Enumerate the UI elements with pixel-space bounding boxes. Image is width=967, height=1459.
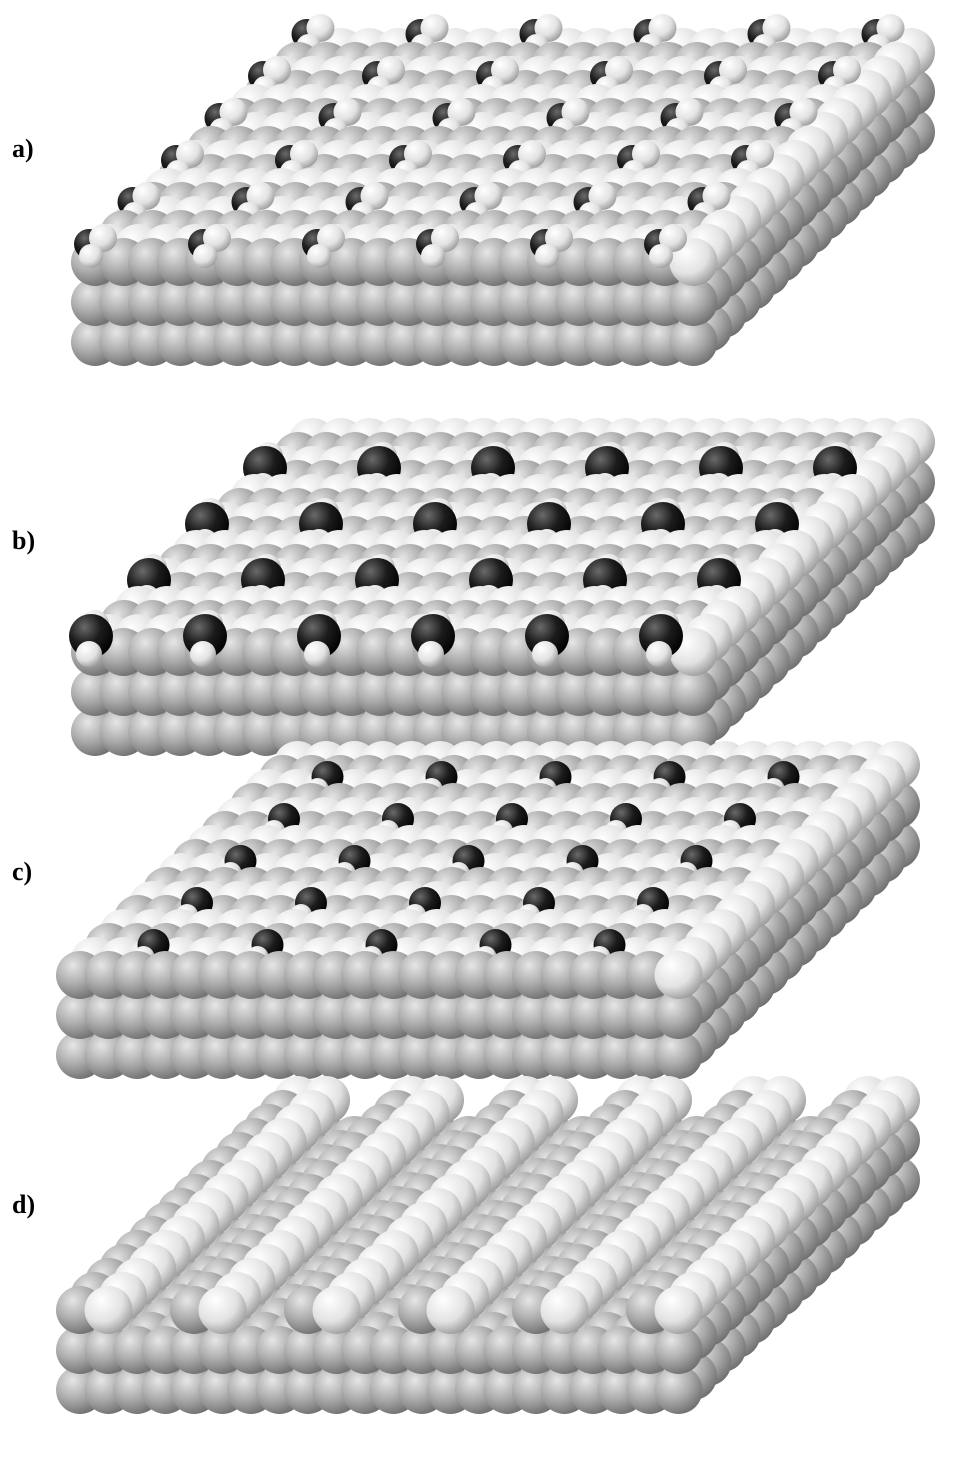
hydrogen: [79, 244, 103, 268]
hydrogen: [719, 56, 747, 84]
hydrogen: [360, 182, 389, 210]
hydrogen: [535, 244, 559, 268]
hydrogen: [659, 224, 687, 252]
hydrogen: [702, 182, 731, 210]
hydrogen: [632, 140, 660, 168]
hydrogen: [746, 140, 774, 168]
hydrogen: [588, 182, 617, 210]
hydrogen: [762, 14, 791, 42]
hydrogen: [263, 56, 291, 84]
hydrogen: [203, 224, 231, 252]
hydrogen: [675, 98, 704, 126]
models: [56, 14, 935, 1414]
atom: [540, 1286, 589, 1334]
hydrogen: [420, 14, 449, 42]
hydrogen: [532, 641, 558, 667]
hydrogen: [518, 140, 546, 168]
hydrogen: [789, 98, 818, 126]
hydrogen: [876, 14, 905, 42]
hydrogen: [534, 14, 563, 42]
hydrogen: [474, 182, 503, 210]
hydrogen: [377, 56, 405, 84]
hydrogen: [404, 140, 432, 168]
hydrogen: [290, 140, 318, 168]
hydrogen: [193, 244, 217, 268]
panel-label: b): [12, 526, 35, 555]
hydrogen: [76, 641, 102, 667]
hydrogen: [89, 224, 117, 252]
hydrogen: [648, 14, 677, 42]
atom: [669, 318, 718, 366]
hydrogen: [418, 641, 444, 667]
hydrogen: [447, 98, 476, 126]
hydrogen: [304, 641, 330, 667]
hydrogen: [333, 98, 362, 126]
atom: [84, 1286, 133, 1334]
atom: [654, 951, 703, 999]
hydrogen: [176, 140, 204, 168]
atom: [669, 238, 718, 286]
panel-label: c): [12, 857, 32, 886]
hydrogen: [431, 224, 459, 252]
atom: [426, 1286, 475, 1334]
hydrogen: [605, 56, 633, 84]
hydrogen: [833, 56, 861, 84]
panel-label: d): [12, 1190, 35, 1219]
hydrogen: [246, 182, 275, 210]
hydrogen: [307, 244, 331, 268]
hydrogen: [491, 56, 519, 84]
atom: [312, 1286, 361, 1334]
hydrogen: [306, 14, 335, 42]
atom: [198, 1286, 247, 1334]
atom: [669, 278, 718, 326]
atom: [654, 1286, 703, 1334]
hydrogen: [190, 641, 216, 667]
hydrogen: [132, 182, 161, 210]
hydrogen: [317, 224, 345, 252]
hydrogen: [649, 244, 673, 268]
panel-label: a): [12, 134, 34, 163]
hydrogen: [561, 98, 590, 126]
hydrogen: [421, 244, 445, 268]
hydrogen: [646, 641, 672, 667]
hydrogen: [219, 98, 248, 126]
hydrogen: [545, 224, 573, 252]
